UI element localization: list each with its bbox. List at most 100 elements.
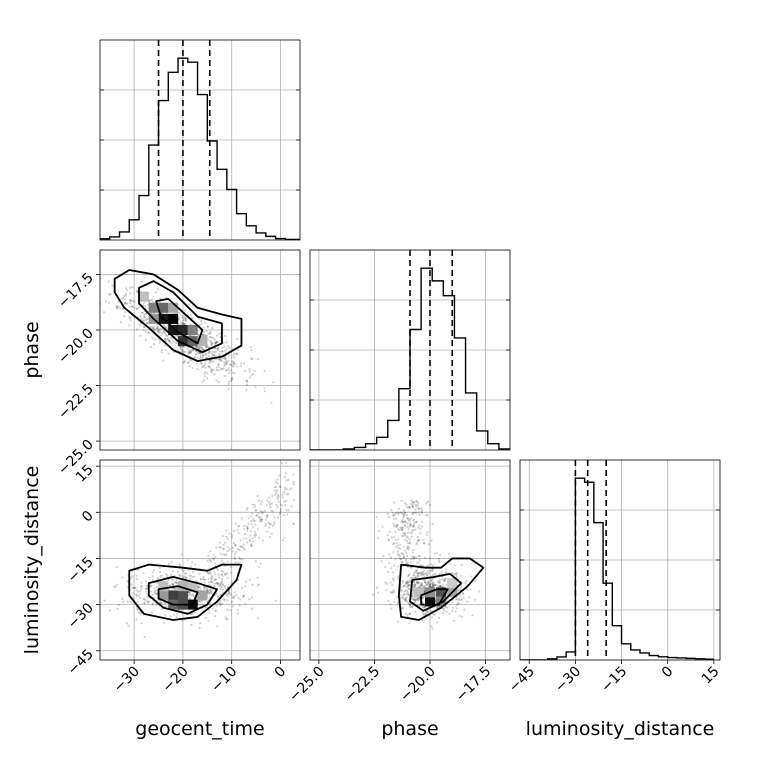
sample-point bbox=[186, 559, 189, 562]
sample-point bbox=[378, 530, 381, 533]
sample-point bbox=[143, 316, 146, 319]
sample-point bbox=[443, 579, 446, 582]
sample-point bbox=[403, 502, 406, 505]
histogram-geocent_time bbox=[100, 57, 300, 240]
sample-point bbox=[233, 595, 236, 598]
sample-point bbox=[156, 325, 159, 328]
sample-point bbox=[416, 504, 419, 507]
sample-point bbox=[216, 581, 220, 585]
sample-point bbox=[287, 478, 290, 481]
sample-point bbox=[164, 333, 167, 336]
sample-point bbox=[243, 362, 246, 365]
sample-point bbox=[157, 331, 161, 334]
sample-point bbox=[125, 287, 128, 290]
sample-point bbox=[390, 509, 393, 512]
sample-point bbox=[401, 581, 405, 584]
sample-point bbox=[285, 479, 288, 482]
sample-point bbox=[428, 556, 432, 560]
sample-point bbox=[159, 328, 162, 331]
sample-point bbox=[430, 579, 433, 582]
sample-point bbox=[411, 594, 414, 598]
sample-point bbox=[408, 602, 411, 606]
sample-point bbox=[407, 531, 410, 534]
sample-point bbox=[233, 362, 236, 365]
sample-point bbox=[245, 383, 249, 386]
sample-point bbox=[395, 525, 399, 528]
sample-point bbox=[148, 576, 151, 579]
sample-point bbox=[146, 601, 150, 604]
sample-point bbox=[210, 581, 213, 584]
sample-point bbox=[136, 290, 139, 293]
sample-point bbox=[273, 486, 276, 489]
sample-point bbox=[220, 559, 224, 562]
sample-point bbox=[194, 353, 197, 356]
sample-point bbox=[392, 536, 396, 539]
sample-point bbox=[397, 565, 400, 568]
sample-point bbox=[128, 324, 131, 327]
sample-point bbox=[420, 574, 424, 577]
sample-point bbox=[189, 597, 192, 600]
contour-level-2 bbox=[420, 588, 449, 606]
sample-point bbox=[414, 583, 417, 586]
sample-point bbox=[238, 548, 241, 552]
sample-point bbox=[204, 606, 207, 609]
sample-point bbox=[407, 546, 410, 549]
sample-point bbox=[424, 556, 427, 559]
sample-point bbox=[142, 302, 146, 305]
sample-point bbox=[221, 535, 225, 538]
sample-point bbox=[253, 503, 256, 506]
panel-frame bbox=[99, 249, 301, 451]
sample-point bbox=[283, 475, 287, 479]
sample-point bbox=[405, 535, 408, 538]
sample-point bbox=[412, 523, 415, 526]
sample-point bbox=[230, 600, 234, 603]
sample-point bbox=[265, 504, 268, 507]
sample-point bbox=[401, 579, 405, 583]
sample-point bbox=[443, 579, 446, 583]
sample-point bbox=[243, 528, 246, 531]
sample-point bbox=[207, 572, 210, 575]
sample-point bbox=[408, 542, 411, 545]
sample-point bbox=[218, 357, 222, 361]
sample-point bbox=[123, 298, 126, 301]
sample-point bbox=[401, 518, 404, 521]
sample-point bbox=[116, 305, 119, 308]
sample-point bbox=[179, 347, 183, 351]
sample-point bbox=[190, 359, 193, 362]
sample-point bbox=[396, 576, 399, 579]
sample-point bbox=[434, 613, 437, 616]
sample-point bbox=[237, 561, 240, 564]
sample-point bbox=[414, 598, 417, 602]
sample-point bbox=[406, 593, 409, 596]
sample-point bbox=[215, 341, 219, 344]
sample-point bbox=[232, 596, 235, 599]
sample-point bbox=[422, 606, 425, 609]
sample-point bbox=[214, 573, 217, 576]
sample-point bbox=[225, 529, 228, 532]
sample-point bbox=[250, 520, 253, 523]
sample-point bbox=[210, 589, 213, 593]
sample-point bbox=[220, 367, 224, 371]
histogram-luminosity_distance bbox=[520, 477, 714, 660]
sample-point bbox=[253, 533, 256, 537]
sample-point bbox=[431, 583, 434, 586]
sample-point bbox=[425, 514, 428, 517]
sample-point bbox=[187, 594, 190, 597]
sample-point bbox=[284, 499, 288, 502]
sample-point bbox=[420, 584, 423, 587]
sample-point bbox=[210, 340, 213, 343]
sample-point bbox=[443, 609, 446, 613]
y-axis-label-luminosity_distance: luminosity_distance bbox=[21, 466, 43, 655]
sample-point bbox=[403, 593, 406, 596]
sample-point bbox=[206, 325, 209, 329]
sample-point bbox=[203, 581, 206, 585]
sample-point bbox=[219, 599, 222, 602]
sample-point bbox=[214, 341, 217, 344]
sample-point bbox=[453, 619, 456, 622]
sample-point bbox=[213, 579, 216, 582]
sample-point bbox=[115, 583, 119, 586]
sample-point bbox=[414, 508, 417, 511]
sample-point bbox=[179, 321, 183, 324]
sample-point bbox=[182, 570, 185, 573]
sample-point bbox=[233, 591, 236, 594]
